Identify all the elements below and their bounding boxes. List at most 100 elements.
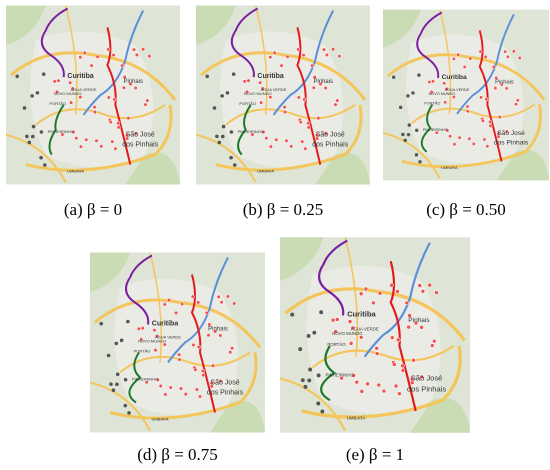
depot [319, 310, 323, 314]
depot [215, 135, 219, 139]
stop [154, 348, 158, 352]
stop [458, 136, 461, 139]
depot [232, 72, 236, 76]
stop [428, 80, 431, 83]
stop [317, 116, 321, 120]
depot [40, 130, 44, 134]
caption: (b) β = 0.25 [196, 200, 370, 220]
stop [516, 99, 519, 102]
stop [325, 53, 329, 57]
stop [420, 325, 424, 329]
stop [304, 147, 308, 151]
map-label: São José [126, 132, 155, 139]
stop [95, 139, 99, 143]
stop [84, 138, 88, 142]
depot [23, 106, 27, 110]
stop [396, 338, 400, 342]
stop [112, 53, 116, 57]
stop [394, 384, 398, 388]
stop [148, 54, 152, 58]
map-label: Curitiba [347, 310, 376, 319]
stop [177, 353, 181, 357]
map-label: PINHEIRINHO [132, 377, 158, 382]
stop [518, 56, 521, 59]
stop [283, 110, 287, 114]
map-label: UMBARÁ [67, 169, 84, 174]
stop [310, 64, 314, 68]
stop [289, 145, 293, 149]
stop [336, 99, 340, 103]
stop [228, 350, 232, 354]
stop [269, 55, 273, 59]
map-label: dos Pinhais [494, 139, 529, 146]
stop [141, 47, 145, 51]
depot [408, 123, 411, 126]
stop [79, 55, 83, 59]
stop [247, 79, 251, 83]
stop [217, 295, 221, 299]
stop [144, 103, 148, 107]
stop [120, 64, 124, 68]
stop [431, 80, 434, 83]
stop [435, 291, 439, 295]
depot [30, 94, 34, 98]
depot [36, 91, 40, 95]
stop [53, 80, 57, 84]
depot [316, 402, 320, 406]
stop [335, 317, 339, 321]
caption: (c) β = 0.50 [383, 200, 549, 220]
stop [312, 86, 316, 90]
stop [492, 65, 495, 68]
stop [338, 54, 342, 58]
depot [25, 135, 29, 139]
stop [134, 86, 138, 90]
stop [109, 120, 113, 124]
stop [479, 50, 482, 53]
depot [404, 139, 407, 142]
map-label: PINHEIRINHO [238, 129, 264, 134]
depot [213, 106, 217, 110]
stop [207, 333, 211, 337]
stop [364, 287, 368, 291]
depot [15, 75, 19, 79]
depot [290, 313, 294, 317]
stop [463, 65, 466, 68]
depot [401, 133, 404, 136]
stop [192, 343, 196, 347]
map: CuritibaPinhaisSão Josédos PinhaisNOVO M… [6, 5, 180, 185]
map-label: São José [210, 380, 239, 387]
stop [135, 53, 139, 57]
stop [195, 388, 199, 392]
stop [116, 121, 120, 125]
stop [407, 325, 411, 329]
depot [107, 354, 111, 358]
depot [233, 163, 237, 167]
depot [229, 156, 233, 160]
map-label: NOVO MUNDO [429, 92, 456, 96]
depot [226, 91, 230, 95]
stop [503, 50, 506, 53]
depot [415, 129, 418, 132]
stop [377, 383, 381, 387]
depot [221, 135, 225, 139]
stop [197, 345, 201, 349]
depot [415, 153, 418, 156]
stop [132, 48, 136, 52]
map-label: dos Pinhais [312, 142, 348, 149]
stop [297, 96, 301, 100]
map-label: PORTÃO [327, 342, 346, 347]
depot [312, 331, 316, 335]
map-label: São José [411, 374, 443, 383]
depot [407, 133, 410, 136]
map-label: Pinhais [408, 317, 430, 324]
stop [90, 64, 94, 68]
stop [96, 55, 100, 59]
stop [324, 86, 328, 90]
depot [220, 94, 224, 98]
stop [93, 110, 97, 114]
stop [302, 53, 306, 57]
map-label: ÁGUA VERDE [351, 327, 379, 332]
map-label: Curitiba [442, 74, 467, 81]
stop [79, 145, 83, 149]
stop [401, 368, 405, 372]
